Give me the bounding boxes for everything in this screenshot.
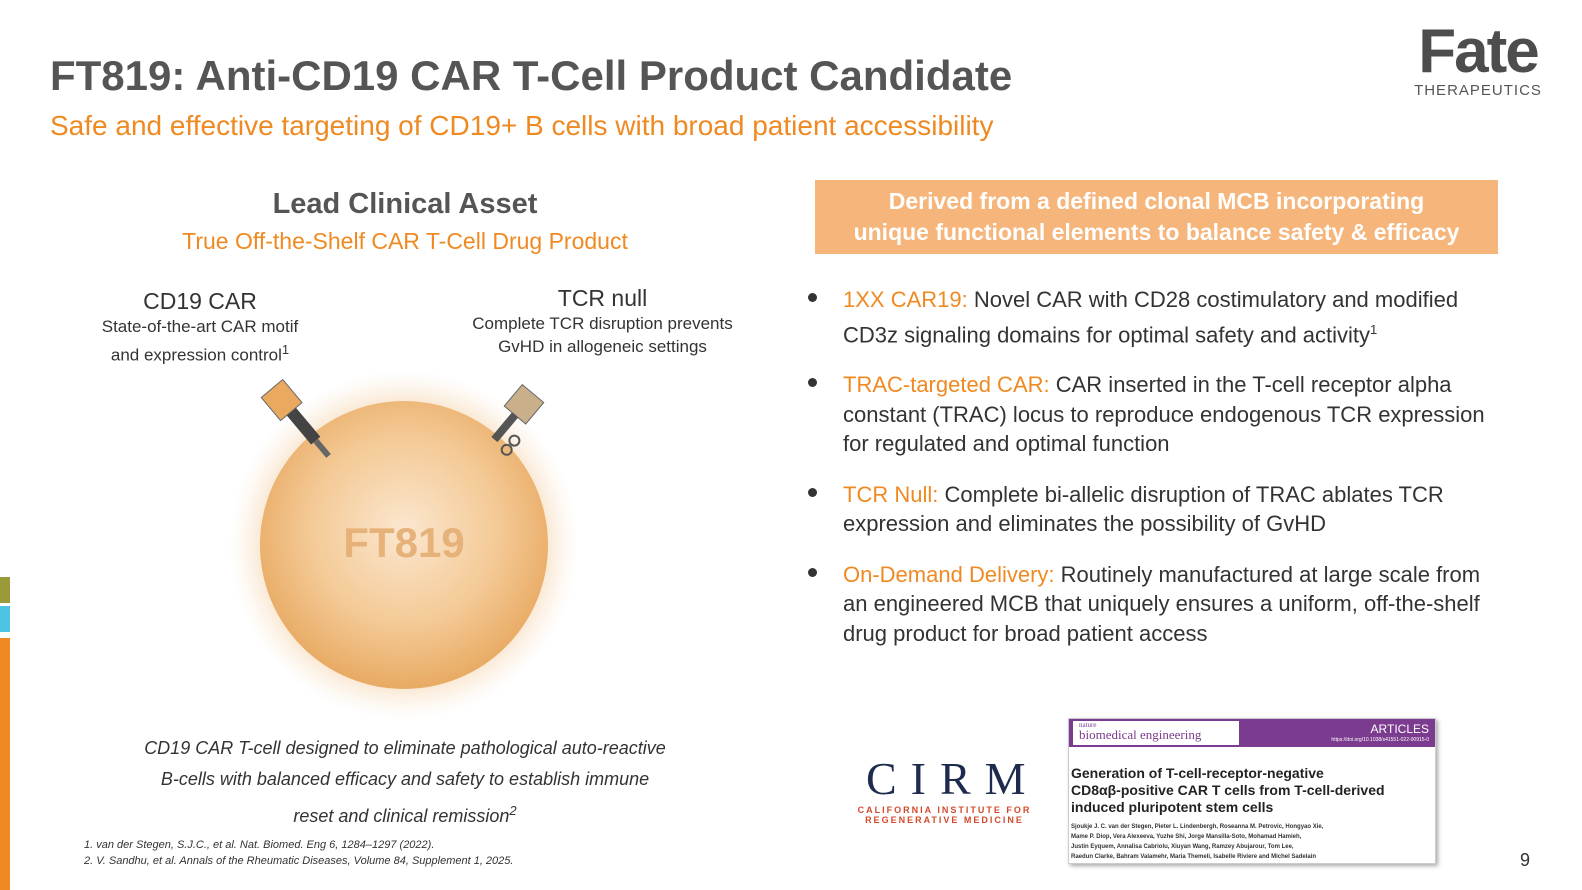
logo: Fate THERAPEUTICS bbox=[1408, 17, 1548, 100]
banner-line: Derived from a defined clonal MCB incorp… bbox=[888, 188, 1425, 214]
feature-line: and expression control1 bbox=[60, 338, 340, 367]
caption-line: B-cells with balanced efficacy and safet… bbox=[160, 769, 650, 789]
cell-label: FT819 bbox=[343, 519, 464, 566]
bullet: TCR Null: Complete bi-allelic disruption… bbox=[806, 480, 1486, 539]
feature: TCR null Complete TCR disruption prevent… bbox=[440, 285, 765, 358]
journal-bar: nature biomedical engineering ARTICLES h… bbox=[1069, 719, 1435, 747]
left-subheading: True Off-the-Shelf CAR T-Cell Drug Produ… bbox=[182, 228, 628, 254]
bullet-text: Novel CAR with CD28 costimulatory and mo… bbox=[843, 287, 1459, 347]
author-line: Justin Eyquem, Annalisa Cabriolu, Xiuyan… bbox=[1071, 844, 1294, 850]
footnote: 2. V. Sandhu, et al. Annals of the Rheum… bbox=[84, 855, 514, 867]
authors: Sjoukje J. C. van der Stegen, Pieter L. … bbox=[1069, 816, 1435, 862]
journal-section: ARTICLES bbox=[1370, 722, 1429, 736]
logo-subtitle: THERAPEUTICS bbox=[1414, 82, 1542, 99]
doi: https://doi.org/10.1038/s41551-022-00915… bbox=[1331, 737, 1429, 743]
author-line: Sjoukje J. C. van der Stegen, Pieter L. … bbox=[1071, 824, 1324, 830]
bullet: On-Demand Delivery: Routinely manufactur… bbox=[806, 560, 1486, 649]
journal-top: nature bbox=[1079, 721, 1097, 729]
cell-illustration: FT819 bbox=[229, 370, 579, 720]
superscript: 2 bbox=[509, 803, 517, 818]
logo-name: Fate bbox=[1418, 17, 1539, 86]
bullet-term: TRAC-targeted CAR: bbox=[843, 372, 1050, 398]
accent-bar bbox=[0, 577, 10, 603]
author-line: Mame P. Diop, Vera Alexeeva, Yuzhe Shi, … bbox=[1071, 834, 1302, 840]
car-icon bbox=[260, 378, 331, 458]
superscript: 1 bbox=[1370, 321, 1378, 337]
article-title-line: CD8αβ-positive CAR T cells from T-cell-d… bbox=[1071, 782, 1385, 798]
feature-text: and expression control bbox=[110, 345, 282, 365]
accent-bar bbox=[0, 606, 10, 632]
caption-line: reset and clinical remission2 bbox=[80, 795, 730, 832]
superscript: 1 bbox=[281, 342, 290, 357]
title: FT819: Anti-CD19 CAR T-Cell Product Cand… bbox=[50, 52, 1013, 99]
banner: Derived from a defined clonal MCB incorp… bbox=[815, 180, 1498, 254]
page-number: 9 bbox=[1520, 850, 1531, 870]
bullet-text: CAR inserted in the T-cell receptor alph… bbox=[843, 372, 1485, 457]
footnote: 1. van der Stegen, S.J.C., et al. Nat. B… bbox=[84, 839, 435, 851]
author-line: Raedun Clarke, Bahram Valamehr, Maria Th… bbox=[1071, 854, 1317, 860]
article-title-line: induced pluripotent stem cells bbox=[1071, 799, 1274, 815]
accent-bar bbox=[0, 638, 10, 890]
bullet-term: On-Demand Delivery: bbox=[843, 561, 1055, 587]
feature-line: GvHD in allogeneic settings bbox=[498, 337, 707, 356]
footnotes: 1. van der Stegen, S.J.C., et al. Nat. B… bbox=[84, 837, 513, 869]
journal-box: nature biomedical engineering bbox=[1073, 721, 1239, 745]
article-thumbnail: nature biomedical engineering ARTICLES h… bbox=[1068, 718, 1436, 864]
feature: CD19 CAR State-of-the-art CAR motif and … bbox=[60, 288, 340, 367]
cirm-logo: CIRM CALIFORNIA INSTITUTE FOR REGENERATI… bbox=[852, 752, 1037, 825]
article-title-line: Generation of T-cell-receptor-negative bbox=[1071, 765, 1324, 781]
feature-line: Complete TCR disruption prevents bbox=[472, 314, 733, 333]
bullet-term: 1XX CAR19: bbox=[843, 287, 968, 312]
journal-name: biomedical engineering bbox=[1079, 727, 1202, 742]
bullet-term: TCR Null: bbox=[843, 481, 939, 507]
bullet-list: 1XX CAR19: Novel CAR with CD28 costimula… bbox=[806, 285, 1486, 669]
cell bbox=[260, 401, 548, 689]
feature-title: TCR null bbox=[557, 285, 648, 311]
article-title: Generation of T-cell-receptor-negative C… bbox=[1069, 747, 1435, 816]
bullet: TRAC-targeted CAR: CAR inserted in the T… bbox=[806, 370, 1486, 459]
feature-line: State-of-the-art CAR motif bbox=[101, 317, 299, 336]
bullet-text: Routinely manufactured at large scale fr… bbox=[843, 561, 1481, 646]
banner-line: unique functional elements to balance sa… bbox=[853, 219, 1460, 245]
caption-line: CD19 CAR T-cell designed to eliminate pa… bbox=[144, 738, 666, 758]
subtitle: Safe and effective targeting of CD19+ B … bbox=[50, 110, 994, 141]
tcr-icon bbox=[491, 383, 545, 456]
left-heading: Lead Clinical Asset bbox=[272, 188, 538, 220]
caption: CD19 CAR T-cell designed to eliminate pa… bbox=[80, 733, 730, 832]
feature-title: CD19 CAR bbox=[143, 288, 257, 314]
cirm-line: CALIFORNIA INSTITUTE FOR bbox=[857, 805, 1032, 815]
cirm-name: CIRM bbox=[866, 753, 1040, 804]
bullet: 1XX CAR19: Novel CAR with CD28 costimula… bbox=[806, 285, 1486, 349]
caption-text: reset and clinical remission bbox=[293, 806, 510, 826]
bullet-text: Complete bi-allelic disruption of TRAC a… bbox=[843, 481, 1444, 537]
cirm-line: REGENERATIVE MEDICINE bbox=[865, 815, 1024, 825]
